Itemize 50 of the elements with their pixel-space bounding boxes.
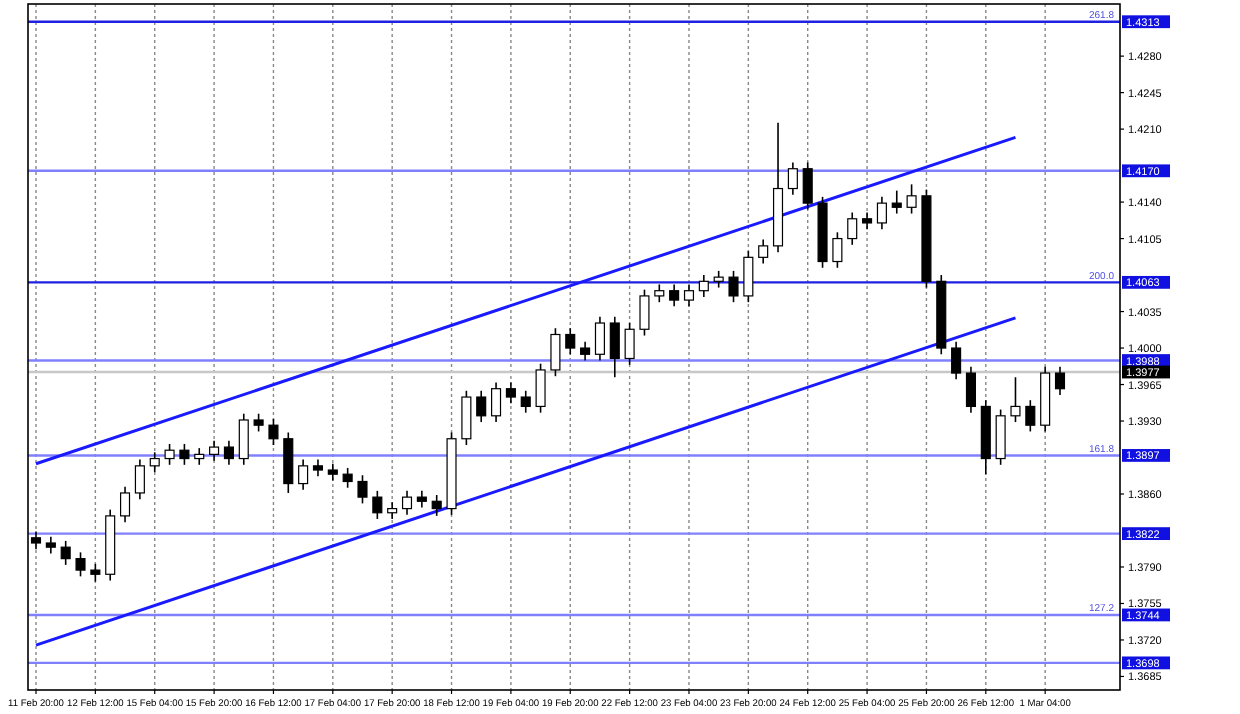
candlestick (995, 408, 1006, 466)
candlestick (60, 540, 71, 566)
candlestick (491, 381, 502, 423)
candlestick (372, 490, 383, 520)
candlestick (461, 389, 472, 446)
candlestick (1025, 399, 1036, 433)
candlestick (832, 231, 843, 269)
candlestick (149, 451, 160, 473)
candlestick (75, 551, 86, 578)
candlestick (357, 474, 368, 505)
candlestick (298, 458, 309, 491)
candlestick (119, 485, 131, 523)
candlestick (505, 381, 516, 405)
candlestick (594, 315, 605, 362)
candlestick (683, 283, 695, 308)
candlestick (431, 494, 442, 517)
candlestick (758, 238, 769, 265)
candlestick (520, 389, 531, 414)
candlestick (624, 322, 635, 366)
candlestick (179, 443, 190, 466)
candlestick (669, 283, 680, 308)
candlestick (209, 440, 220, 462)
candlestick (1010, 376, 1021, 423)
candlestick (609, 315, 620, 379)
candlestick (283, 431, 294, 494)
candlestick (223, 440, 234, 466)
candlestick (342, 467, 353, 489)
candlestick (639, 288, 650, 337)
candlestick (802, 161, 813, 211)
candlestick (401, 490, 413, 516)
candlestick (965, 366, 977, 414)
candlestick (550, 327, 561, 377)
candlestick (847, 211, 858, 246)
candlestick (787, 161, 798, 196)
candlestick (728, 270, 739, 303)
candlestick (743, 250, 754, 303)
candlestick (268, 418, 279, 446)
candlestick (951, 340, 962, 381)
candlestick (565, 327, 576, 356)
candlestick (906, 183, 917, 215)
candlestick (876, 196, 887, 230)
candlestick (698, 274, 709, 298)
candlestick (476, 389, 487, 423)
candlestick (164, 443, 175, 466)
candlestick (134, 458, 145, 501)
candlestick (535, 362, 546, 414)
candlestick (891, 189, 902, 215)
candlestick (238, 412, 249, 466)
candlestick (1054, 366, 1066, 396)
candlestick (580, 340, 591, 362)
